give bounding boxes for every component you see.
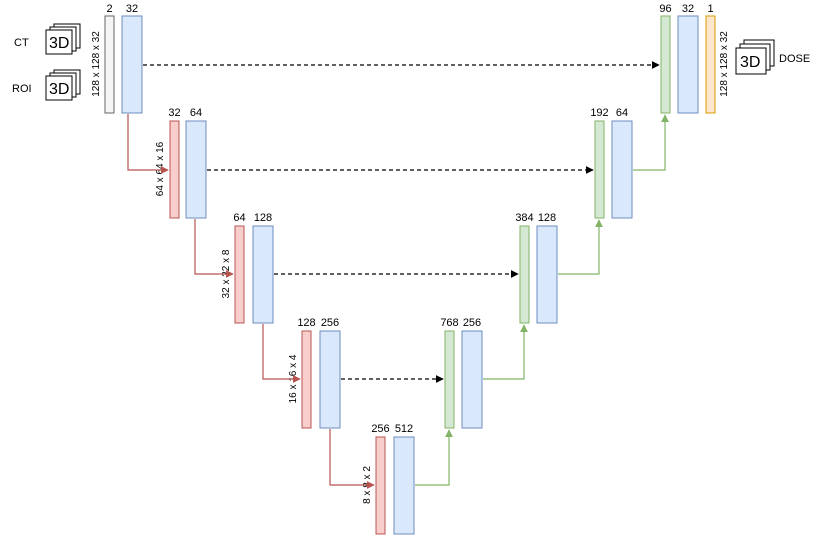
encoder-level-2: 32 64 64 x 64 x 16 <box>155 107 207 219</box>
downsample-block <box>375 436 386 535</box>
out-channels-label: 256 <box>463 317 481 329</box>
in-channels-label: 128 <box>297 317 315 329</box>
ct-input: CT 3D <box>14 23 81 55</box>
conv-block <box>461 330 483 429</box>
upsample-arrow-4 <box>633 114 669 171</box>
downsample-arrow-1 <box>127 114 169 174</box>
downsample-arrow-3 <box>262 324 301 383</box>
in-channels-label: 2 <box>106 3 112 15</box>
upsample-block <box>660 15 671 114</box>
dose-label: DOSE <box>779 53 810 65</box>
downsample-arrow-4 <box>329 429 375 489</box>
out-channels-label: 32 <box>126 3 138 15</box>
upsample-block <box>444 330 455 429</box>
upsample-arrow-1 <box>415 429 453 486</box>
downsample-block <box>169 120 180 219</box>
svg-text:3D: 3D <box>740 54 760 71</box>
encoder-level-4: 128 256 16 x 16 x 4 <box>288 317 341 429</box>
output-block <box>705 15 716 114</box>
skip-connections <box>143 61 660 383</box>
out-channels-label: 64 <box>190 107 202 119</box>
out-channels-label: 512 <box>395 423 413 435</box>
conv-block <box>185 120 207 219</box>
encoder-level-5: 256 512 8 x 8 x 2 <box>362 423 415 535</box>
dose-output: 3D DOSE <box>735 39 810 75</box>
decoder-level-2: 192 64 <box>590 107 633 219</box>
decoder-level-4: 768 256 <box>440 317 483 429</box>
in-channels-label: 96 <box>659 3 671 15</box>
decoder-level-1: 96 32 1 128 x 128 x 32 <box>659 3 730 114</box>
roi-3d-icon: 3D <box>45 69 81 101</box>
in-channels-label: 384 <box>515 212 533 224</box>
ct-3d-icon: 3D <box>45 23 81 55</box>
final-channels-label: 1 <box>707 3 713 15</box>
out-channels-label: 128 <box>254 212 272 224</box>
encoder-level-1: 2 32 128 x 128 x 32 <box>91 3 143 114</box>
upsample-arrow-2 <box>483 324 528 380</box>
in-channels-label: 256 <box>371 423 389 435</box>
svg-text:3D: 3D <box>49 81 69 98</box>
svg-text:3D: 3D <box>49 35 69 52</box>
upsample-block <box>519 225 530 324</box>
in-channels-label: 32 <box>168 107 180 119</box>
out-channels-label: 32 <box>682 3 694 15</box>
downsample-block <box>234 225 245 324</box>
in-channels-label: 64 <box>233 212 245 224</box>
in-channels-label: 192 <box>590 107 608 119</box>
downsample-arrow-2 <box>194 219 234 278</box>
conv-block <box>121 15 143 114</box>
out-channels-label: 128 <box>538 212 556 224</box>
conv-block <box>677 15 699 114</box>
upsample-arrows <box>415 114 669 486</box>
downsample-arrows <box>127 114 375 489</box>
conv-block <box>319 330 341 429</box>
roi-label: ROI <box>12 83 32 95</box>
conv-block <box>393 436 415 535</box>
size-label: 64 x 64 x 16 <box>155 141 166 196</box>
size-label: 128 x 128 x 32 <box>719 31 730 97</box>
out-channels-label: 64 <box>616 107 628 119</box>
ct-label: CT <box>14 37 29 49</box>
dose-3d-icon: 3D <box>735 39 775 75</box>
out-channels-label: 256 <box>321 317 339 329</box>
roi-input: ROI 3D <box>12 69 81 101</box>
input-block <box>104 15 115 114</box>
upsample-block <box>594 120 605 219</box>
conv-block <box>611 120 633 219</box>
size-label: 128 x 128 x 32 <box>91 31 102 97</box>
conv-block <box>536 225 558 324</box>
upsample-arrow-3 <box>558 219 603 275</box>
downsample-block <box>301 330 312 429</box>
encoder-level-3: 64 128 32 x 32 x 8 <box>221 212 274 324</box>
decoder-level-3: 384 128 <box>515 212 558 324</box>
conv-block <box>252 225 274 324</box>
in-channels-label: 768 <box>440 317 458 329</box>
